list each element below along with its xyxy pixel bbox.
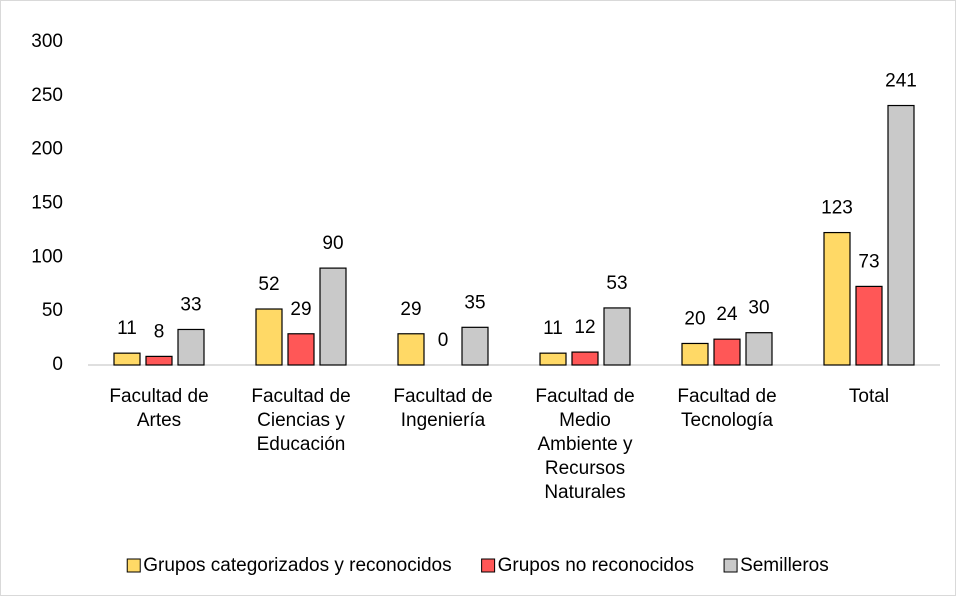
- bar: [603, 307, 631, 366]
- y-tick-label: 100: [31, 246, 63, 267]
- legend-swatch: [723, 558, 738, 573]
- bar: [823, 231, 851, 366]
- data-label: 241: [885, 71, 917, 92]
- bar: [887, 104, 915, 366]
- x-tick-label: Facultad de Ingeniería: [393, 386, 493, 431]
- data-label: 29: [290, 299, 311, 320]
- data-label: 90: [322, 233, 343, 254]
- y-tick-label: 150: [31, 193, 63, 214]
- data-label: 53: [606, 273, 627, 294]
- bar: [681, 342, 709, 366]
- bar: [745, 332, 773, 366]
- data-label: 52: [258, 274, 279, 295]
- data-label: 11: [117, 318, 137, 339]
- bar: [113, 352, 141, 366]
- bar: [855, 285, 883, 366]
- data-label: 35: [464, 292, 485, 313]
- data-label: 8: [154, 321, 165, 342]
- y-tick-label: 0: [52, 354, 63, 375]
- data-label: 123: [821, 198, 853, 219]
- data-label: 33: [180, 294, 201, 315]
- data-label: 24: [716, 304, 738, 325]
- legend-label: Grupos categorizados y reconocidos: [143, 555, 451, 576]
- bar: [319, 267, 347, 366]
- bar: [571, 351, 599, 366]
- x-tick-label: Facultad de Artes: [109, 386, 209, 431]
- legend-label: Grupos no reconocidos: [498, 555, 694, 576]
- x-tick-label: Facultad de Medio Ambiente y Recursos Na…: [535, 386, 635, 503]
- y-tick-label: 200: [31, 139, 63, 160]
- bar: [461, 326, 489, 366]
- data-label: 73: [858, 251, 879, 272]
- data-label: 20: [684, 308, 705, 329]
- bar: [255, 308, 283, 366]
- bar: [287, 333, 315, 366]
- legend-label: Semilleros: [740, 555, 829, 576]
- legend-swatch: [481, 558, 496, 573]
- y-tick-label: 250: [31, 85, 63, 106]
- data-label: 11: [543, 318, 563, 339]
- bar: [539, 352, 567, 366]
- x-tick-label: Facultad de Ciencias y Educación: [251, 386, 351, 455]
- x-tick-label: Total: [848, 386, 890, 407]
- data-label: 30: [748, 298, 769, 319]
- y-tick-label: 300: [31, 31, 63, 52]
- x-tick-label: Facultad de Tecnología: [677, 386, 777, 431]
- legend-swatch: [126, 558, 141, 573]
- data-label: 12: [574, 317, 595, 338]
- bar: [397, 333, 425, 366]
- bar: [713, 338, 741, 366]
- data-label: 0: [438, 330, 449, 351]
- y-tick-label: 50: [42, 300, 63, 321]
- bar: [145, 355, 173, 366]
- data-label: 29: [400, 299, 421, 320]
- bar: [177, 328, 205, 366]
